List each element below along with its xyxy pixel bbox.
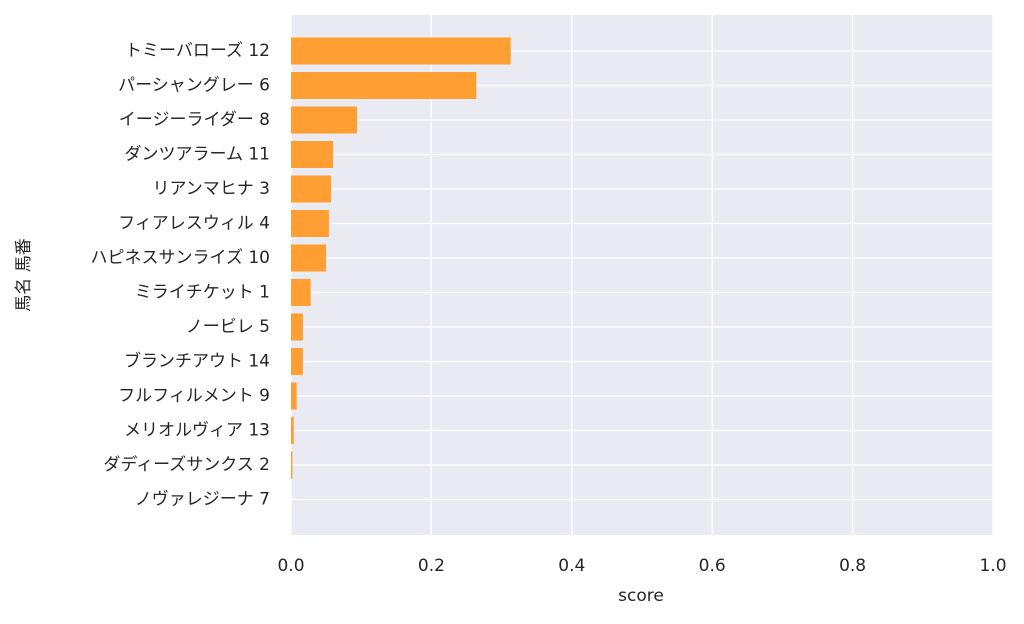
bar: [291, 244, 327, 272]
bar: [291, 210, 329, 237]
y-tick-label: ブランチアウト 14: [124, 351, 270, 372]
x-tick-label: 1.0: [979, 556, 1006, 576]
bar: [291, 106, 357, 134]
bar: [291, 175, 332, 203]
y-tick-label: ノヴァレジーナ 7: [135, 490, 270, 510]
y-tick-label: メリオルヴィア 13: [124, 421, 270, 441]
y-tick-label: リアンマヒナ 3: [152, 179, 270, 199]
y-tick-label: ダンツアラーム 11: [124, 145, 270, 165]
y-tick-label: ハピネスサンライズ 10: [90, 248, 270, 268]
bar: [291, 417, 294, 444]
y-tick-label: トミーバローズ 12: [125, 41, 270, 61]
bar: [291, 313, 303, 341]
y-tick-label: ダディーズサンクス 2: [103, 454, 270, 475]
y-tick-label: フィアレスウィル 4: [118, 214, 270, 234]
bar: [291, 279, 311, 306]
y-axis-label: 馬名 馬番: [14, 238, 34, 311]
y-tick-label: ミライチケット 1: [135, 283, 270, 303]
x-tick-label: 0.2: [418, 556, 445, 576]
bar: [291, 37, 511, 65]
x-tick-label: 0.8: [839, 556, 866, 576]
x-tick-label: 0.6: [699, 556, 726, 576]
bar: [291, 72, 477, 99]
plot-area: [291, 15, 993, 535]
y-tick-label: ノービレ 5: [186, 317, 270, 337]
y-tick-label: イージーライダー 8: [119, 110, 270, 130]
x-axis-label: score: [618, 586, 664, 606]
x-tick-label: 0.0: [277, 556, 304, 576]
y-tick-label: フルフィルメント 9: [118, 386, 270, 406]
bar: [291, 382, 297, 410]
bar: [291, 141, 334, 168]
bar: [291, 348, 303, 375]
bar: [291, 451, 293, 479]
y-tick-label: パーシャングレー 6: [118, 76, 270, 96]
x-tick-label: 0.4: [558, 556, 585, 576]
